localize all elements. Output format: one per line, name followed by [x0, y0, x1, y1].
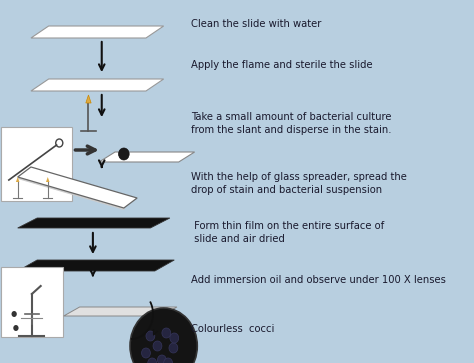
Text: Form thin film on the entire surface of
 slide and air dried: Form thin film on the entire surface of …	[191, 220, 384, 244]
Text: With the help of glass spreader, spread the
drop of stain and bacterial suspensi: With the help of glass spreader, spread …	[191, 171, 407, 195]
Text: Colourless  cocci: Colourless cocci	[191, 323, 274, 334]
Circle shape	[157, 355, 166, 363]
Polygon shape	[31, 79, 164, 91]
Circle shape	[164, 358, 173, 363]
Circle shape	[11, 311, 17, 317]
Polygon shape	[31, 26, 164, 38]
Polygon shape	[64, 307, 177, 316]
Circle shape	[162, 328, 171, 338]
Text: Apply the flame and sterile the slide: Apply the flame and sterile the slide	[191, 60, 373, 70]
Polygon shape	[18, 176, 126, 210]
Circle shape	[170, 333, 179, 343]
Circle shape	[118, 148, 129, 160]
Circle shape	[146, 331, 155, 341]
FancyBboxPatch shape	[1, 127, 72, 201]
Polygon shape	[18, 260, 174, 271]
Polygon shape	[18, 218, 170, 228]
Text: Clean the slide with water: Clean the slide with water	[191, 19, 321, 29]
Circle shape	[148, 358, 156, 363]
Polygon shape	[99, 152, 195, 162]
Text: Take a small amount of bacterial culture
from the slant and disperse in the stai: Take a small amount of bacterial culture…	[191, 111, 392, 135]
Polygon shape	[16, 177, 19, 182]
Polygon shape	[18, 167, 137, 208]
Text: Add immersion oil and observe under 100 X lenses: Add immersion oil and observe under 100 …	[191, 274, 446, 285]
Polygon shape	[86, 95, 91, 103]
Circle shape	[142, 348, 150, 358]
Circle shape	[153, 341, 162, 351]
Circle shape	[130, 308, 197, 363]
Polygon shape	[46, 177, 50, 182]
Circle shape	[169, 343, 178, 353]
FancyBboxPatch shape	[1, 267, 63, 337]
Circle shape	[13, 325, 18, 331]
